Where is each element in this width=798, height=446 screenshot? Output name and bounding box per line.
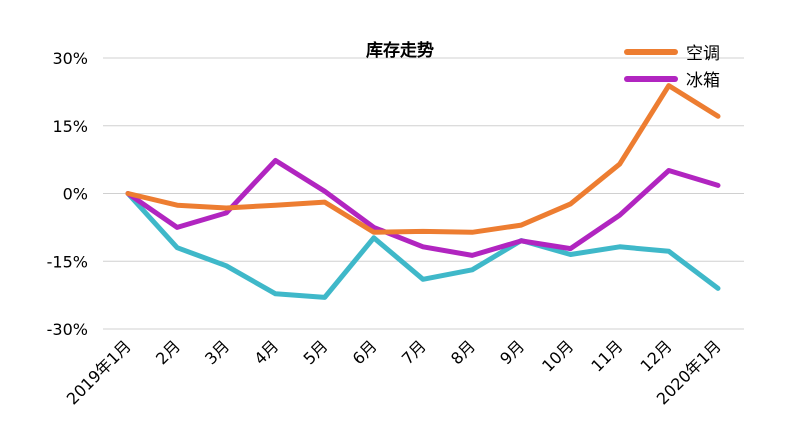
- x-tick-label: 8月: [447, 336, 479, 368]
- legend-item-fridge: 冰箱: [624, 65, 720, 92]
- legend-item-ac: 空调: [624, 38, 720, 65]
- legend-label-fridge: 冰箱: [686, 71, 720, 91]
- series-lines: [125, 83, 721, 300]
- y-axis-ticks: 30% 15% 0% -15% -30%: [47, 49, 88, 339]
- x-tick-label: 5月: [300, 336, 332, 368]
- gridlines: [103, 57, 744, 330]
- x-tick-label: 2019年1月: [63, 336, 135, 408]
- x-tick-label: 4月: [250, 336, 282, 368]
- x-tick-label: 11月: [587, 336, 626, 375]
- x-tick-label: 6月: [349, 336, 381, 368]
- y-tick-label: -15%: [47, 252, 88, 271]
- legend-swatch-fridge: [624, 75, 678, 82]
- legend-swatch-ac: [624, 48, 678, 55]
- x-tick-label: 10月: [538, 336, 577, 375]
- chart-title: 库存走势: [366, 41, 434, 61]
- series-line-0: [125, 83, 721, 235]
- x-tick-label: 12月: [637, 336, 676, 375]
- x-tick-label: 9月: [496, 336, 528, 368]
- legend: 空调 冰箱: [624, 38, 720, 92]
- x-tick-label: 2月: [152, 336, 184, 368]
- x-tick-label: 7月: [398, 336, 430, 368]
- x-tick-label: 3月: [201, 336, 233, 368]
- legend-label-ac: 空调: [686, 44, 720, 64]
- series-line-1: [125, 158, 721, 258]
- y-tick-label: -30%: [47, 320, 88, 339]
- y-tick-label: 15%: [52, 117, 88, 136]
- y-tick-label: 0%: [63, 185, 88, 204]
- series-line-2: [125, 191, 721, 300]
- y-tick-label: 30%: [52, 49, 88, 68]
